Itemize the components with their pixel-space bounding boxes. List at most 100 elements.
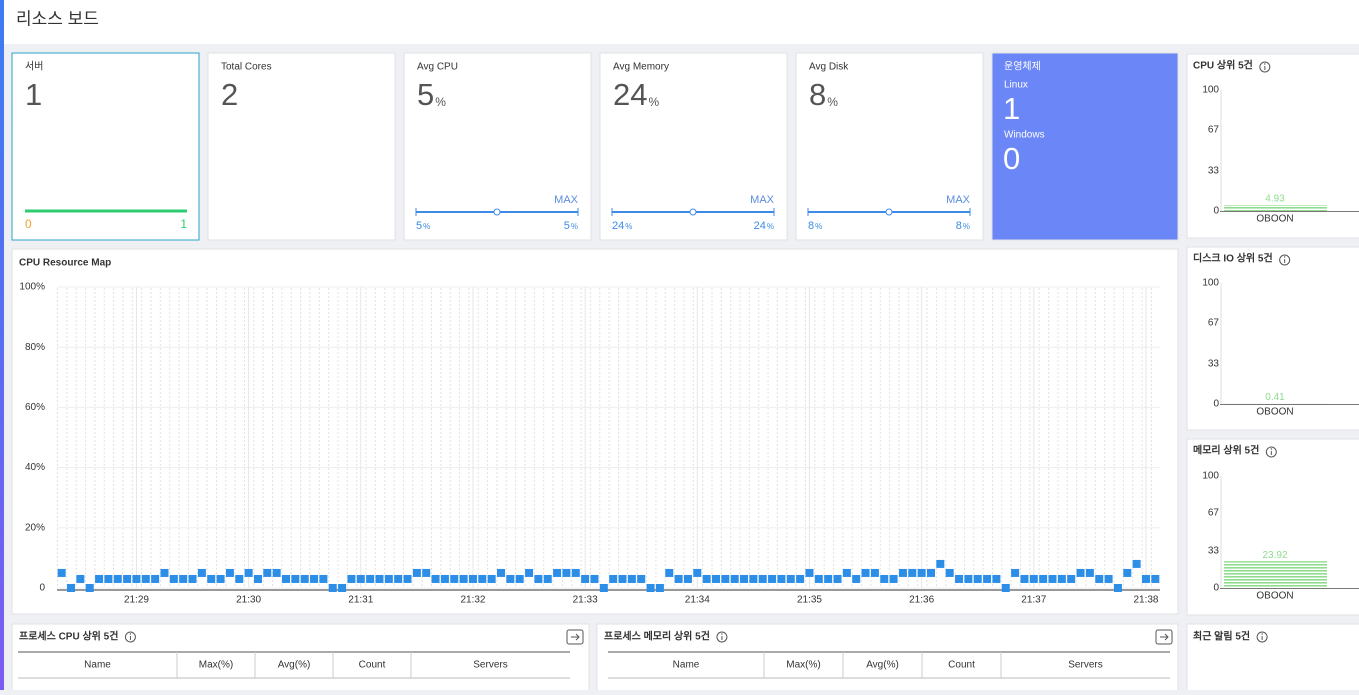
point (487, 574, 496, 583)
point (394, 574, 403, 583)
x-tick-label: 21:38 (1133, 595, 1158, 606)
gauge-unit: % (767, 222, 774, 231)
info-icon (124, 631, 136, 643)
point (310, 574, 319, 583)
point (824, 574, 833, 583)
point (67, 584, 76, 592)
bar (1224, 205, 1327, 211)
y-tick-label: 100% (19, 282, 45, 293)
point (1141, 574, 1150, 583)
info-icon-dot (1270, 448, 1273, 450)
point (814, 574, 823, 583)
point (375, 574, 384, 583)
point (1067, 574, 1076, 583)
y-tick-label: 33 (1208, 546, 1220, 557)
point (908, 568, 917, 577)
chart-title: CPU Resource Map (19, 258, 111, 269)
gauge-unit: % (815, 222, 822, 231)
info-icon-dot (1283, 256, 1286, 258)
point (497, 568, 506, 577)
point (95, 574, 104, 583)
point (870, 568, 879, 577)
point (1020, 574, 1029, 583)
y-tick-label: 100 (1202, 85, 1219, 96)
point (1048, 574, 1057, 583)
info-icon-dot (129, 633, 132, 635)
point (618, 574, 627, 583)
point (506, 574, 515, 583)
point (553, 568, 562, 577)
gauge-dot (885, 208, 893, 216)
table-title: 프로세스 메모리 상위 5건 (604, 630, 710, 643)
y-tick-label: 80% (25, 342, 45, 353)
gauge-high: 5 (564, 220, 570, 232)
point (646, 584, 655, 592)
y-tick-label: 100 (1202, 471, 1219, 482)
point (702, 574, 711, 583)
os-label: Windows (1004, 130, 1045, 141)
gauge-unit: % (625, 222, 632, 231)
info-icon (1265, 446, 1277, 458)
point (842, 568, 851, 577)
point (225, 568, 234, 577)
column-header: Count (359, 660, 386, 671)
expand-arrow (571, 633, 580, 641)
y-tick-label: 0 (1213, 206, 1219, 217)
point (291, 574, 300, 583)
y-tick-label: 100 (1202, 278, 1219, 289)
card-label: Avg CPU (417, 62, 458, 73)
point (777, 574, 786, 583)
point (936, 559, 945, 568)
point (328, 584, 337, 592)
point (749, 574, 758, 583)
x-tick-label: 21:34 (685, 595, 710, 606)
point (898, 568, 907, 577)
point (412, 568, 421, 577)
point (1001, 584, 1010, 592)
column-header: Max(%) (786, 660, 820, 671)
point (711, 574, 720, 583)
column-header: Servers (1068, 660, 1102, 671)
info-icon (1256, 631, 1268, 643)
point (590, 574, 599, 583)
point (740, 574, 749, 583)
point (1151, 574, 1160, 583)
point (534, 574, 543, 583)
point (216, 574, 225, 583)
point (300, 574, 309, 583)
gauge-max-label: MAX (946, 194, 971, 206)
x-tick-label: 21:37 (1021, 595, 1046, 606)
point (562, 568, 571, 577)
point (141, 574, 150, 583)
column-header: Max(%) (199, 660, 233, 671)
point (384, 574, 393, 583)
x-tick-label: 21:35 (797, 595, 822, 606)
y-tick-label: 0 (1213, 583, 1219, 594)
header-bar (0, 0, 1359, 44)
point (403, 574, 412, 583)
point (179, 574, 188, 583)
value-label: 0.41 (1265, 392, 1285, 403)
point (1123, 568, 1132, 577)
y-tick-label: 67 (1208, 125, 1220, 136)
point (422, 568, 431, 577)
os-value: 0 (1003, 141, 1020, 176)
gauge-high: 8 (956, 220, 962, 232)
point (282, 574, 291, 583)
point (431, 574, 440, 583)
column-header: Avg(%) (278, 660, 311, 671)
column-header: Count (948, 660, 975, 671)
bar (1224, 561, 1327, 588)
alerts-title: 최근 알림 5건 (1193, 630, 1250, 643)
info-icon (716, 631, 728, 643)
point (123, 574, 132, 583)
chart-title: CPU 상위 5건 (1193, 59, 1253, 72)
point (964, 574, 973, 583)
point (263, 568, 272, 577)
point (1011, 568, 1020, 577)
table-title: 프로세스 CPU 상위 5건 (19, 630, 118, 643)
point (674, 574, 683, 583)
card-unit: % (435, 95, 446, 109)
point (338, 584, 347, 592)
point (945, 568, 954, 577)
